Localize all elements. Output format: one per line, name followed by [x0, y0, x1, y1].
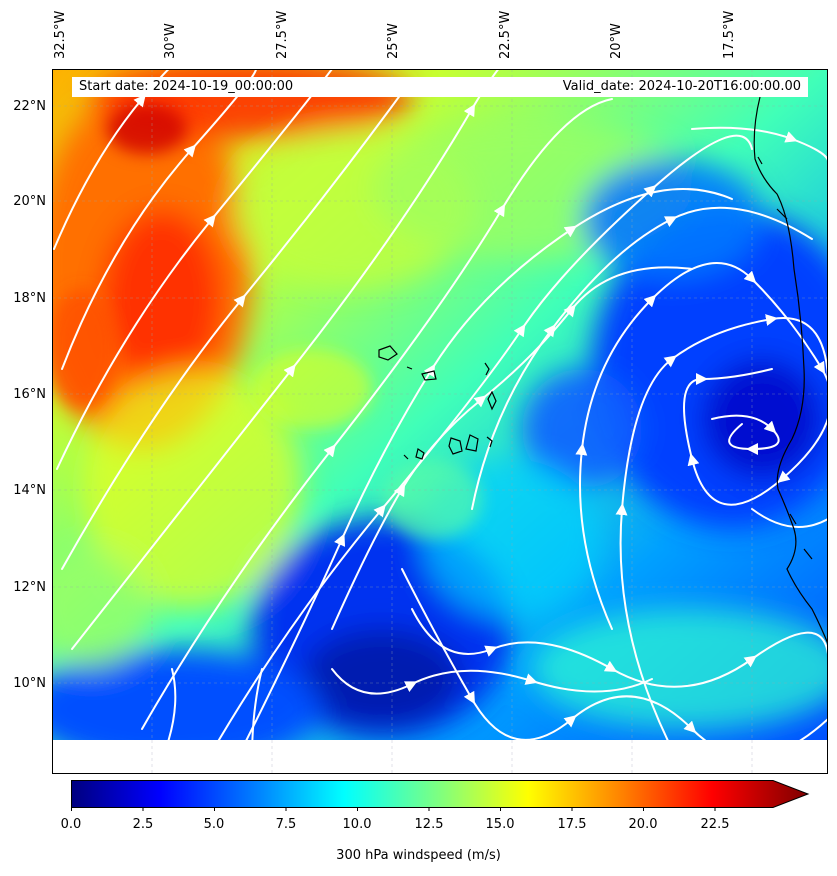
lon-label-27-5w: 27.5°W — [275, 10, 290, 59]
lon-label-22-5w: 22.5°W — [498, 10, 513, 59]
valid-date-text: Valid_date: 2024-10-20T16:00:00.00 — [562, 79, 801, 94]
windspeed-map — [52, 69, 828, 774]
lat-label-18n: 18°N — [13, 291, 46, 306]
lat-label-16n: 16°N — [13, 387, 46, 402]
lon-label-25w: 25°W — [386, 23, 401, 59]
colorbar-label: 300 hPa windspeed (m/s) — [336, 848, 501, 863]
colorbar-tick-17-5: 17.5 — [557, 817, 587, 832]
lon-label-30w: 30°W — [163, 23, 178, 59]
colorbar-ticks — [71, 807, 716, 811]
colorbar-tick-12-5: 12.5 — [414, 817, 444, 832]
lat-label-10n: 10°N — [13, 676, 46, 691]
colorbar-tick-5: 5.0 — [203, 817, 225, 832]
colorbar-tick-15: 15.0 — [485, 817, 515, 832]
lat-label-22n: 22°N — [13, 99, 46, 114]
colorbar-tick-0: 0.0 — [60, 817, 82, 832]
colorbar — [71, 780, 810, 808]
colorbar-tick-10: 10.0 — [342, 817, 372, 832]
lon-label-20w: 20°W — [609, 23, 624, 59]
colorbar-tick-22-5: 22.5 — [700, 817, 730, 832]
colorbar-tick-2-5: 2.5 — [132, 817, 154, 832]
start-date-text: Start date: 2024-10-19_00:00:00 — [79, 79, 294, 94]
lon-label-17-5w: 17.5°W — [722, 10, 737, 59]
lat-label-12n: 12°N — [13, 580, 46, 595]
colorbar-tick-20: 20.0 — [628, 817, 658, 832]
colorbar-tick-7-5: 7.5 — [275, 817, 297, 832]
lat-label-14n: 14°N — [13, 483, 46, 498]
lat-label-20n: 20°N — [13, 194, 46, 209]
date-info-bar: Start date: 2024-10-19_00:00:00 Valid_da… — [72, 77, 808, 97]
lon-label-32-5w: 32.5°W — [53, 10, 68, 59]
